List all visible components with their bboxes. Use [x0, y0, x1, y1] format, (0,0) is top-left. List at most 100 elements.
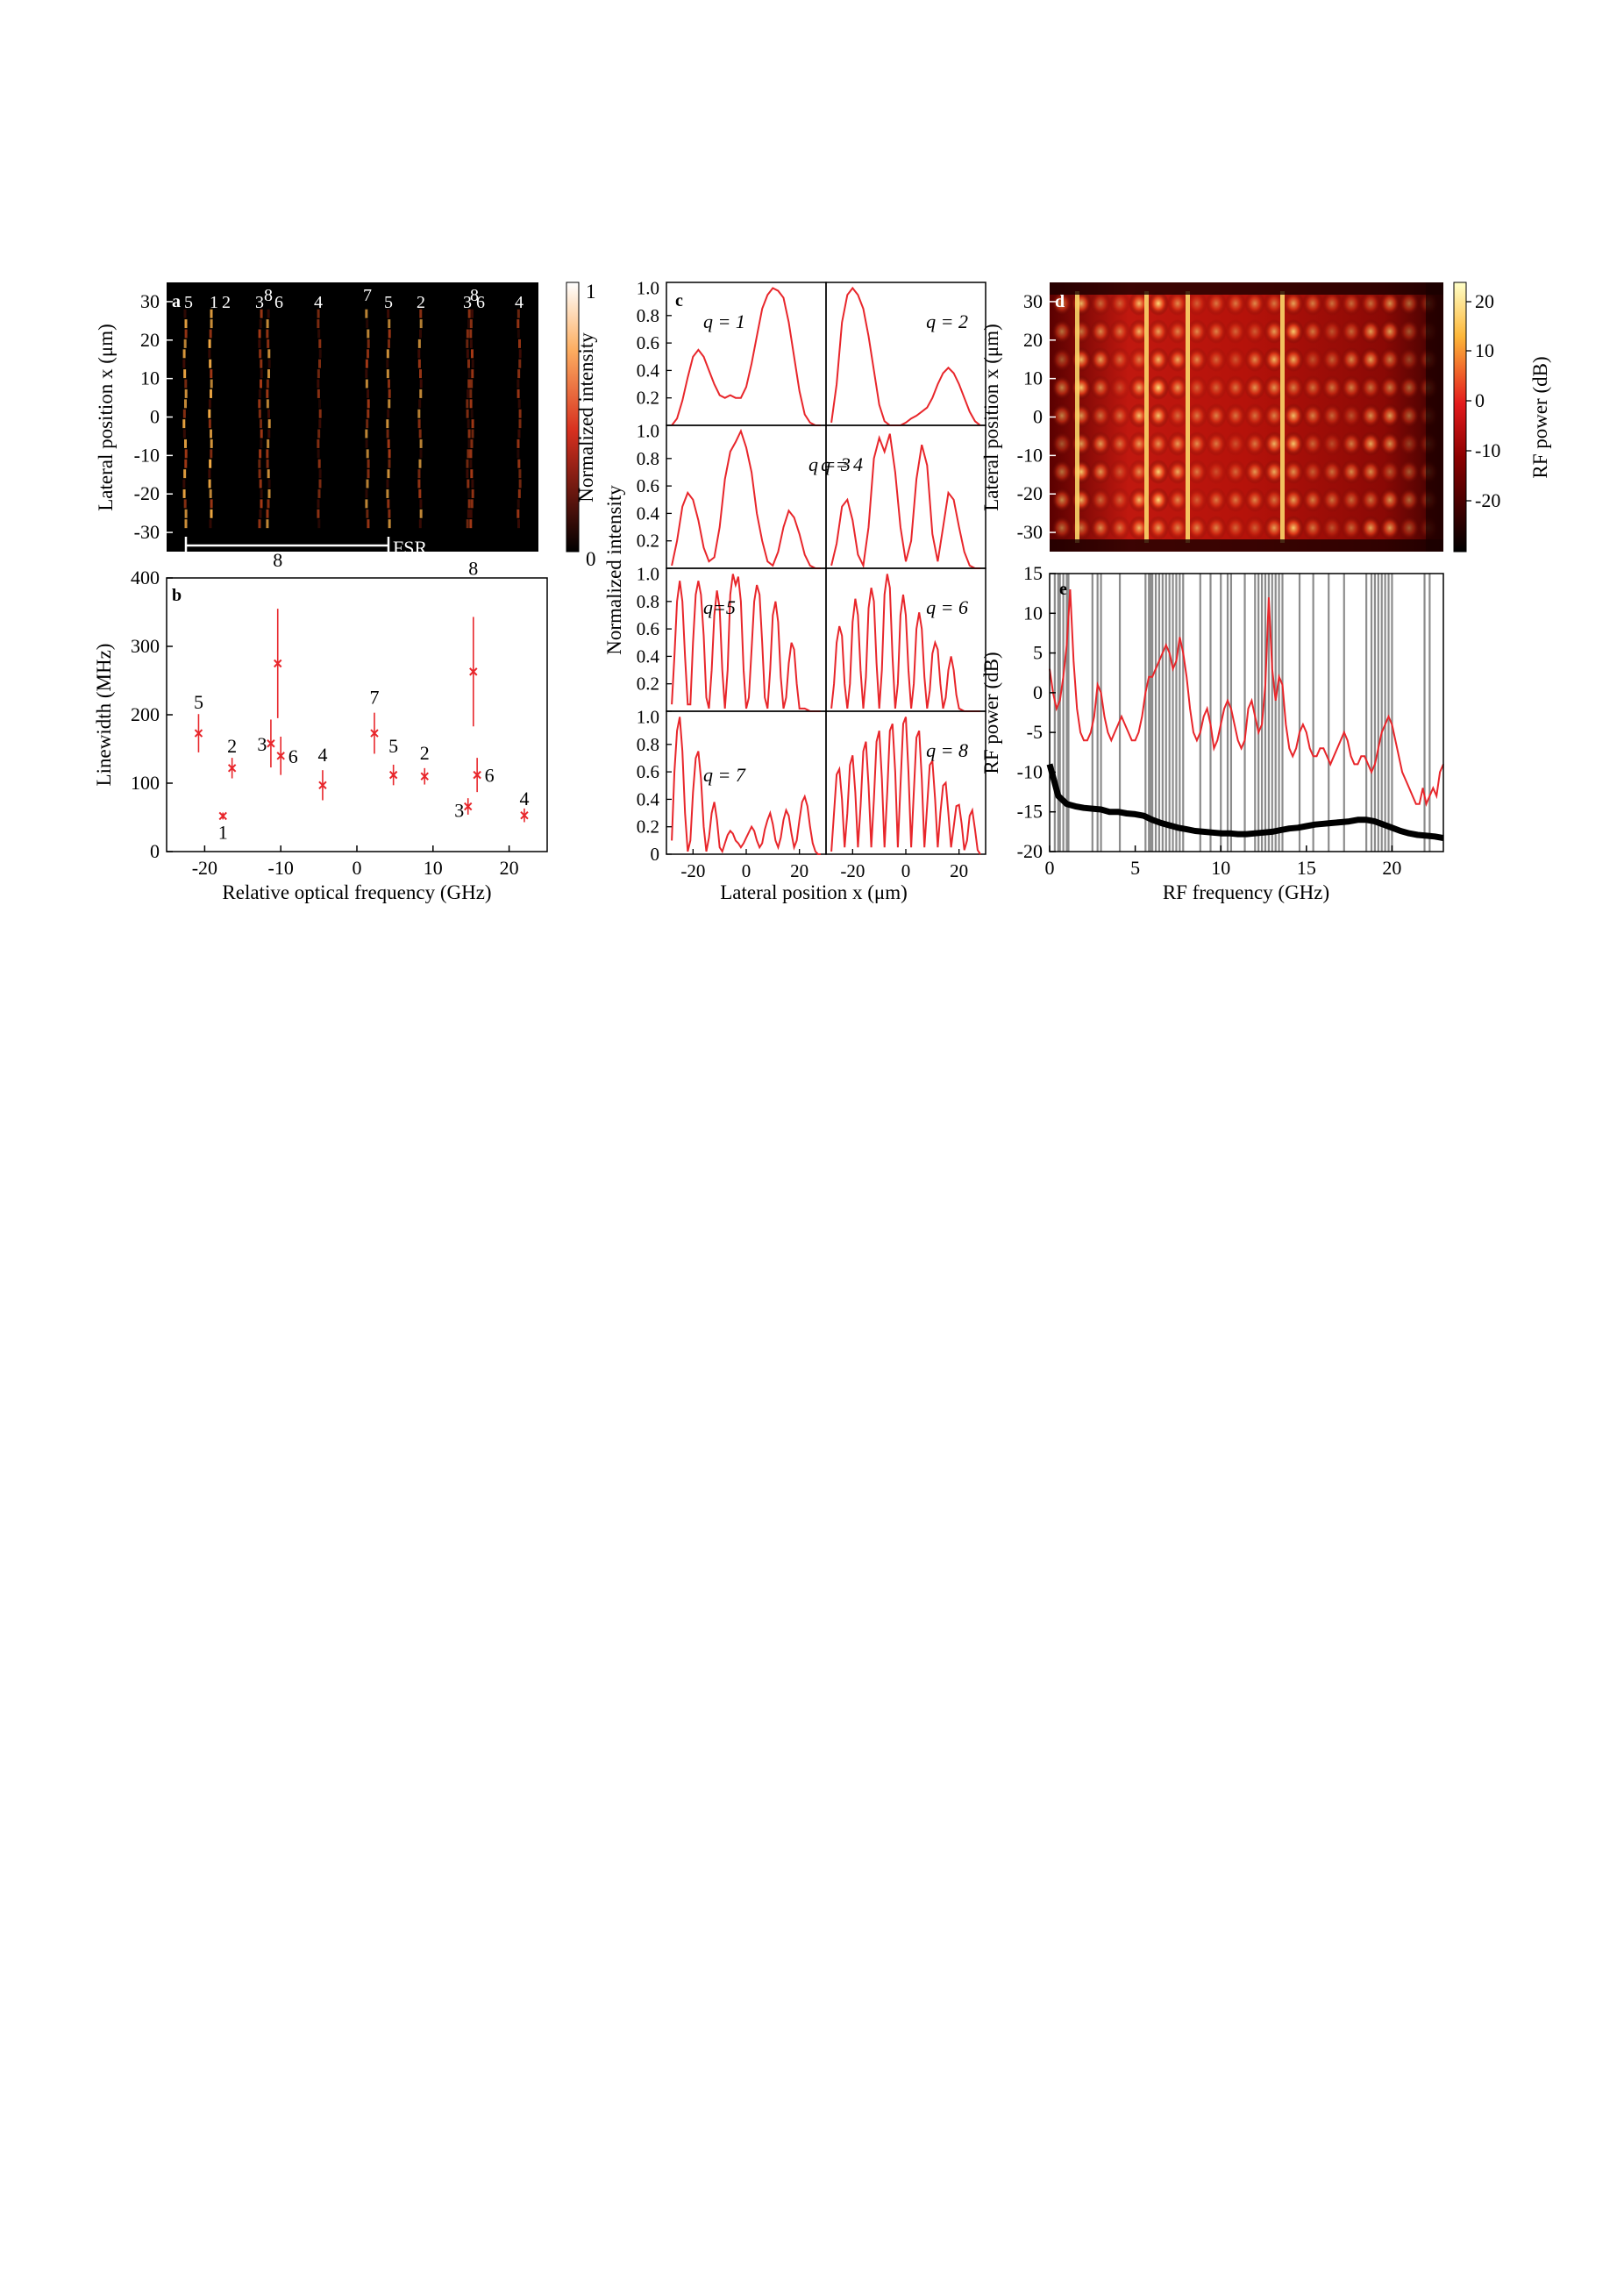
rf-map-cell	[1399, 347, 1420, 372]
mode-streak-segment	[417, 349, 421, 359]
mode-streak-segment	[208, 469, 211, 479]
y-tick-label: -15	[1017, 801, 1043, 823]
mode-streak-segment	[417, 419, 421, 429]
rf-map-cell	[1167, 375, 1188, 400]
mode-streak-segment	[366, 479, 369, 488]
mode-streak-segment	[317, 369, 320, 379]
panel-b-y-label: Linewidth (MHz)	[93, 644, 115, 787]
rf-map-cell	[1360, 291, 1381, 316]
rf-map-cell	[1264, 488, 1285, 512]
mode-streak-segment	[471, 419, 474, 429]
subplot-label: q = 2	[926, 310, 968, 332]
rf-map-cell	[1090, 431, 1111, 456]
mode-streak-segment	[182, 429, 186, 439]
mode-streak-segment	[260, 359, 263, 368]
point-label: 5	[388, 735, 398, 757]
rf-map-cell	[1379, 319, 1400, 344]
panel-a-colorbar	[566, 282, 580, 553]
rf-map-cell	[1399, 375, 1420, 400]
y-tick-label: 0.4	[637, 503, 660, 524]
mode-streak-segment	[387, 309, 390, 318]
mode-streak-segment	[469, 399, 473, 409]
panel-e-x-label: RF frequency (GHz)	[1163, 881, 1329, 903]
subplot-frame	[825, 282, 987, 426]
mode-streak-segment	[365, 309, 368, 318]
rf-map-cell	[1206, 488, 1227, 512]
profile-line	[830, 286, 981, 426]
mode-streak-segment	[388, 379, 391, 389]
mode-label: 6	[274, 293, 283, 312]
mode-streak-segment	[366, 319, 369, 329]
rf-map-cell	[1399, 460, 1420, 484]
mode-streak-segment	[318, 349, 322, 359]
y-tick-label: 10	[140, 367, 160, 389]
rf-map-cell	[1186, 403, 1207, 428]
rf-map-cell	[1244, 403, 1265, 428]
mode-streak-segment	[387, 409, 390, 418]
rf-map-cell	[1379, 375, 1400, 400]
rf-map-cell	[1186, 431, 1207, 456]
x-tick-label: 15	[1297, 857, 1316, 879]
y-tick-label: 10	[1023, 602, 1043, 624]
profile-line	[671, 574, 821, 712]
rf-map-cell	[1399, 403, 1420, 428]
mode-streak-segment	[210, 369, 213, 379]
rf-map-cell	[1206, 403, 1227, 428]
data-point	[274, 659, 282, 668]
panel-a-colorbar-min: 0	[586, 548, 596, 570]
mode-streak-segment	[466, 399, 469, 409]
rf-map-cell	[1148, 488, 1169, 512]
rf-map-cell	[1225, 347, 1246, 372]
mode-label: 4	[314, 293, 323, 312]
rf-map-cell	[1206, 291, 1227, 316]
mode-streak-segment	[260, 419, 263, 429]
rf-map-cell	[1341, 431, 1362, 456]
profile-line	[671, 287, 821, 426]
mode-streak-segment	[469, 459, 473, 468]
panel-b-x-label: Relative optical frequency (GHz)	[222, 881, 491, 903]
mode-streak-segment	[417, 469, 421, 479]
mode-streak-segment	[260, 499, 263, 509]
mode-streak-segment	[419, 499, 423, 509]
rf-map-cell	[1071, 516, 1092, 540]
data-point	[420, 772, 429, 781]
rf-map-cell	[1360, 403, 1381, 428]
rf-map-cell	[1244, 291, 1265, 316]
rf-map-bright-column	[1186, 291, 1190, 543]
profile-line	[671, 717, 821, 855]
mode-streak-segment	[258, 519, 261, 529]
mode-streak-segment	[182, 488, 186, 498]
mode-streak-segment	[183, 339, 187, 348]
mode-streak-segment	[260, 439, 263, 448]
rf-map-cell	[1109, 460, 1130, 484]
rf-map-cell	[1206, 319, 1227, 344]
mode-streak-segment	[266, 379, 269, 389]
rf-map-cell	[1225, 516, 1246, 540]
rf-map-cell	[1186, 488, 1207, 512]
rf-map-cell	[1071, 319, 1092, 344]
rf-map-cell	[1302, 375, 1323, 400]
mode-streak-segment	[267, 469, 270, 479]
mode-streak-segment	[366, 509, 369, 518]
rf-map-cell	[1399, 488, 1420, 512]
rf-map-cell	[1341, 488, 1362, 512]
mode-streak-segment	[266, 319, 269, 329]
mode-streak-segment	[367, 329, 370, 339]
panel-d-colorbar-label: RF power (dB)	[1529, 356, 1551, 478]
rf-map-cell	[1379, 516, 1400, 540]
mode-streak-segment	[317, 429, 321, 439]
y-tick-label: 0.8	[637, 305, 659, 326]
x-tick-label: 20	[500, 857, 519, 879]
rf-map-cell	[1109, 488, 1130, 512]
mode-streak-segment	[317, 449, 320, 459]
mode-streak-segment	[259, 509, 262, 518]
rf-map-cell	[1302, 488, 1323, 512]
y-tick-label: 1.0	[637, 278, 659, 299]
mode-streak-segment	[183, 309, 187, 318]
profile-line	[830, 717, 981, 855]
mode-streak-segment	[267, 419, 271, 429]
mode-streak-segment	[259, 479, 262, 488]
mode-streak-segment	[516, 509, 520, 518]
mode-streak-segment	[210, 499, 213, 509]
